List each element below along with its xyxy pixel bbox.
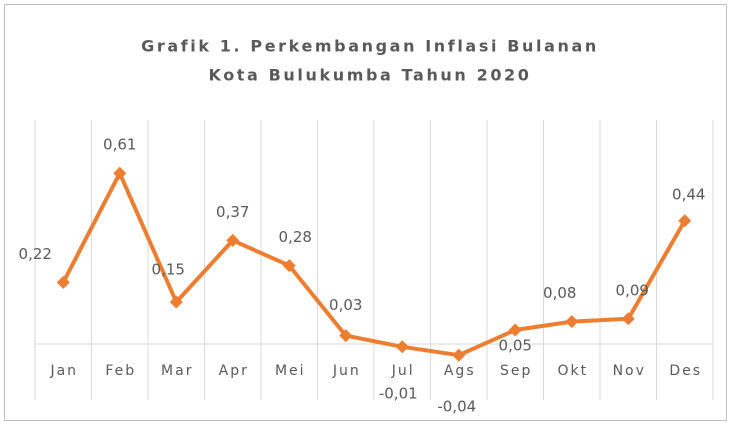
data-label: 0,61	[103, 136, 136, 154]
x-tick-label: Mar	[161, 363, 193, 379]
marker	[621, 312, 635, 326]
chart-border	[4, 4, 727, 421]
data-label: 0,03	[329, 296, 362, 314]
x-tick-label: Jun	[332, 363, 361, 379]
data-label: 0,15	[152, 261, 185, 279]
x-tick-label: Jul	[391, 363, 415, 379]
x-tick-label: Des	[669, 363, 702, 379]
data-label: 0,05	[499, 337, 532, 355]
marker	[113, 166, 127, 180]
marker	[56, 275, 70, 289]
x-tick-label: Feb	[105, 363, 136, 379]
x-tick-label: Ags	[444, 363, 476, 379]
data-label: -0,04	[437, 398, 476, 416]
chart-title: Grafik 1. Perkembangan Inflasi Bulanan	[141, 37, 599, 56]
marker	[508, 323, 522, 337]
x-tick-label: Okt	[557, 363, 588, 379]
marker	[452, 348, 466, 362]
marker	[226, 233, 240, 247]
x-tick-label: Apr	[219, 363, 249, 379]
marker	[169, 295, 183, 309]
data-label: 0,08	[543, 284, 576, 302]
marker	[395, 340, 409, 354]
series-line	[61, 171, 687, 358]
x-tick-label: Mei	[275, 363, 306, 379]
data-label: -0,01	[379, 384, 418, 402]
x-tick-label: Nov	[613, 363, 646, 379]
data-label: 0,44	[672, 185, 705, 203]
marker	[678, 214, 692, 228]
data-label: 0,37	[216, 203, 249, 221]
data-label: 0,28	[279, 228, 312, 246]
x-tick-label: Sep	[500, 363, 532, 379]
marker	[339, 329, 353, 343]
marker	[282, 259, 296, 273]
marker	[565, 315, 579, 329]
x-tick-label: Jan	[49, 363, 78, 379]
chart-title: Kota Bulukumba Tahun 2020	[208, 66, 531, 85]
data-label: 0,22	[19, 245, 52, 263]
data-label: 0,09	[616, 281, 649, 299]
